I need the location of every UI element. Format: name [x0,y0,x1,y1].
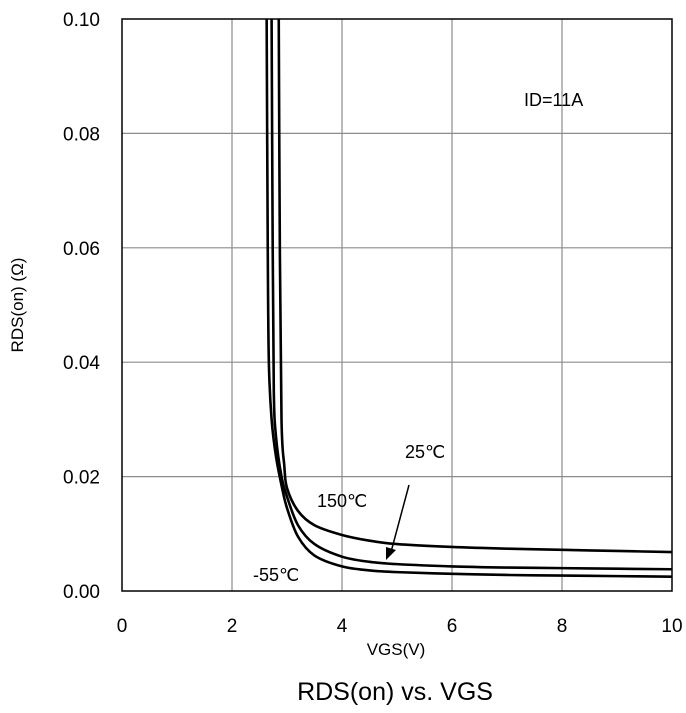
y-tick-label: 0.00 [63,582,100,603]
x-tick-label: 2 [227,616,238,637]
x-tick-label: 10 [661,616,682,637]
condition-label: ID=11A [524,90,583,110]
series-line-0 [279,19,672,552]
x-tick-labels: 0 2 4 6 8 10 [117,616,683,637]
chart-title: RDS(on) vs. VGS [297,678,493,706]
y-tick-label: 0.10 [63,10,100,31]
x-tick-label: 8 [557,616,568,637]
x-tick-label: 4 [337,616,348,637]
series-label-25c: 25℃ [405,442,445,462]
x-axis-title: VGS(V) [367,640,426,659]
y-axis-title: RDS(on) (Ω) [8,258,27,353]
y-tick-labels: 0.00 0.02 0.04 0.06 0.08 0.10 [63,10,100,603]
y-tick-label: 0.08 [63,124,100,145]
y-tick-label: 0.02 [63,468,100,489]
series-line-1 [272,19,672,569]
x-tick-label: 0 [117,616,128,637]
y-tick-label: 0.04 [63,353,100,374]
series-label-150c: 150℃ [317,491,367,511]
y-tick-label: 0.06 [63,239,100,260]
x-tick-label: 6 [447,616,458,637]
grid [122,19,672,591]
plot-frame [122,19,672,591]
series-label-minus55c: -55℃ [253,565,299,585]
annotation-arrow [386,485,409,560]
